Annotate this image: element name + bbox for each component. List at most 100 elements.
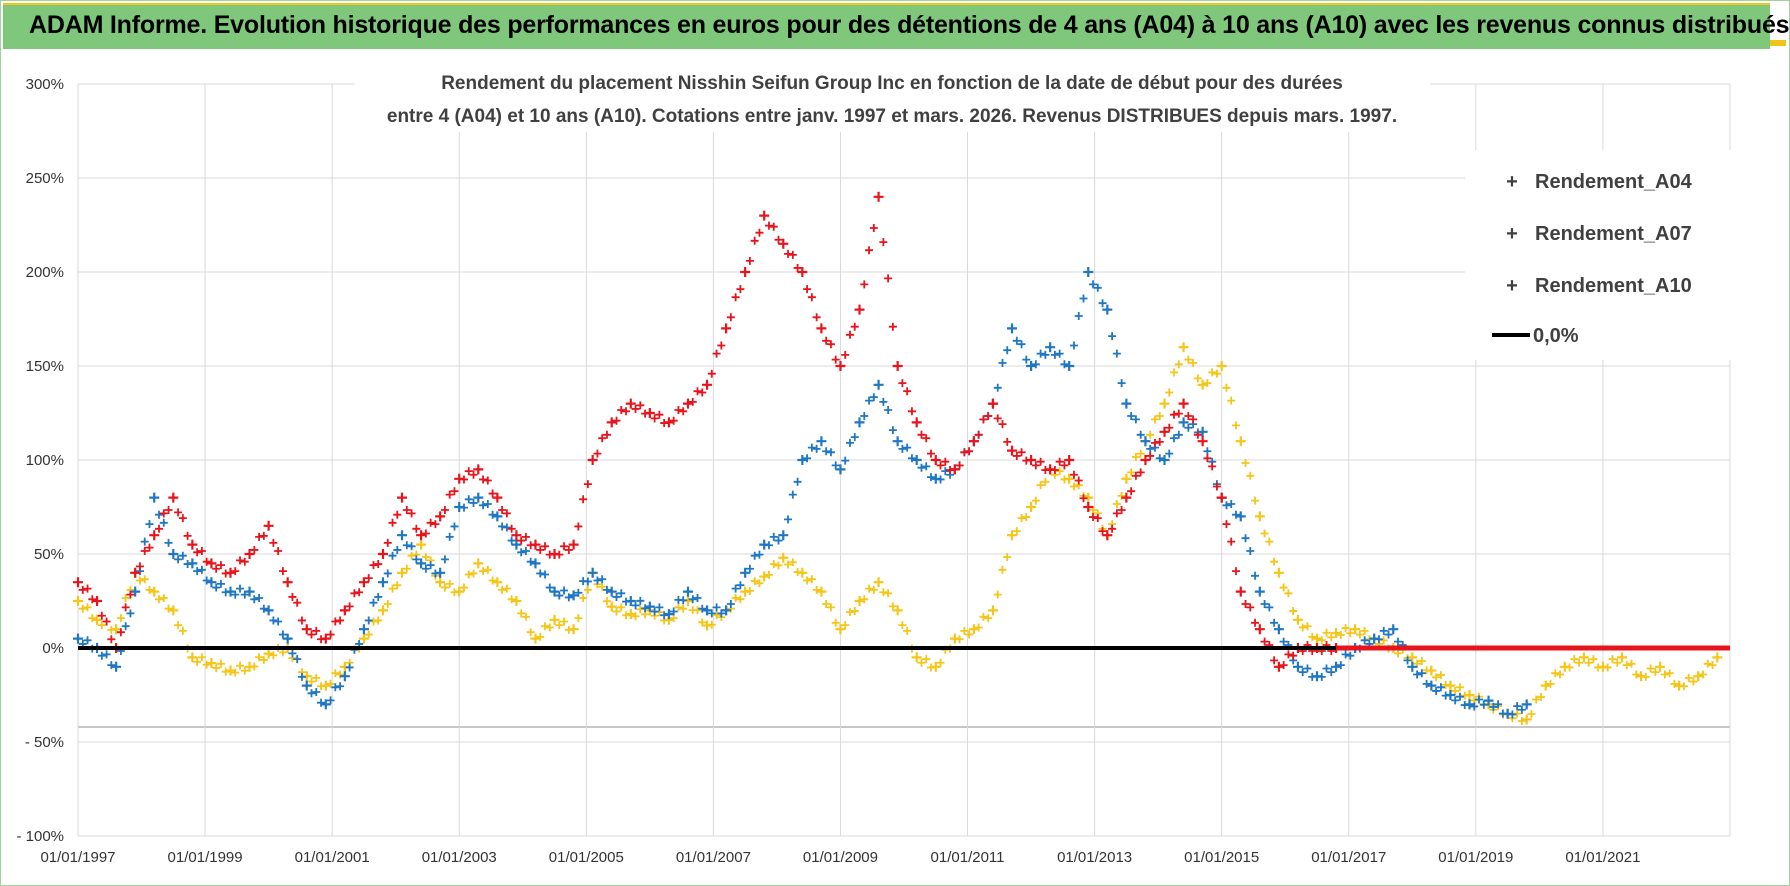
data-point-Rendement_A07 <box>1222 501 1231 510</box>
data-point-Rendement_A04 <box>536 632 545 641</box>
data-point-Rendement_A07 <box>587 567 598 578</box>
data-point-Rendement_A04 <box>1603 663 1612 672</box>
data-point-Rendement_A04 <box>965 630 974 639</box>
data-point-Rendement_A04 <box>869 585 878 594</box>
x-tick-label: 01/01/2003 <box>422 849 497 866</box>
data-point-Rendement_A10 <box>197 547 206 555</box>
data-point-Rendement_A10 <box>560 542 569 551</box>
data-point-Rendement_A10 <box>502 509 511 518</box>
data-point-Rendement_A07 <box>750 551 759 560</box>
data-point-Rendement_A10 <box>835 361 846 371</box>
data-point-Rendement_A04 <box>402 564 411 573</box>
data-point-Rendement_A10 <box>631 404 640 413</box>
data-point-Rendement_A10 <box>1055 457 1064 466</box>
data-point-Rendement_A10 <box>841 350 850 359</box>
data-point-Rendement_A07 <box>364 616 373 625</box>
data-point-Rendement_A07 <box>193 567 202 576</box>
data-point-Rendement_A04 <box>865 584 874 593</box>
data-point-Rendement_A10 <box>450 487 459 496</box>
data-point-Rendement_A07 <box>1374 635 1383 644</box>
data-point-Rendement_A07 <box>1083 267 1094 277</box>
data-point-Rendement_A04 <box>145 585 154 594</box>
data-point-Rendement_A04 <box>679 604 688 613</box>
data-point-Rendement_A04 <box>769 560 778 569</box>
data-point-Rendement_A07 <box>788 490 797 499</box>
data-point-Rendement_A04 <box>1203 379 1212 388</box>
x-tick-label: 01/01/2019 <box>1438 849 1513 866</box>
data-point-Rendement_A07 <box>1112 349 1121 358</box>
data-point-Rendement_A04 <box>1012 527 1021 536</box>
data-point-Rendement_A07 <box>358 624 369 635</box>
data-point-Rendement_A10 <box>1279 661 1288 670</box>
data-point-Rendement_A07 <box>1464 699 1475 710</box>
data-point-Rendement_A07 <box>225 586 236 597</box>
data-point-Rendement_A10 <box>612 416 621 425</box>
data-point-Rendement_A04 <box>483 565 492 574</box>
data-point-Rendement_A07 <box>606 586 617 597</box>
data-point-Rendement_A07 <box>393 545 402 554</box>
data-point-Rendement_A04 <box>1136 449 1145 458</box>
data-point-Rendement_A07 <box>993 383 1002 392</box>
data-point-Rendement_A04 <box>1556 670 1565 679</box>
data-point-Rendement_A10 <box>1216 492 1227 503</box>
data-point-Rendement_A04 <box>826 603 835 612</box>
x-tick-label: 01/01/1999 <box>168 849 243 866</box>
data-point-Rendement_A07 <box>1273 624 1284 635</box>
data-point-Rendement_A07 <box>1108 332 1117 341</box>
data-point-Rendement_A10 <box>1031 461 1040 470</box>
data-point-Rendement_A10 <box>974 430 983 439</box>
data-point-Rendement_A10 <box>412 524 421 533</box>
data-point-Rendement_A07 <box>688 595 697 604</box>
data-point-Rendement_A10 <box>1174 409 1183 418</box>
data-point-Rendement_A07 <box>873 379 884 390</box>
data-point-Rendement_A10 <box>459 475 468 484</box>
data-point-Rendement_A04 <box>1565 663 1574 672</box>
data-point-Rendement_A04 <box>1445 680 1456 691</box>
data-point-Rendement_A07 <box>669 607 678 616</box>
data-point-Rendement_A04 <box>197 653 206 662</box>
data-point-Rendement_A04 <box>606 601 617 612</box>
data-point-Rendement_A04 <box>1231 421 1240 430</box>
corner-accent <box>1770 40 1786 46</box>
x-tick-label: 01/01/2021 <box>1565 849 1640 866</box>
data-point-Rendement_A04 <box>377 605 388 616</box>
data-point-Rendement_A04 <box>917 658 926 667</box>
data-point-Rendement_A04 <box>622 611 631 620</box>
data-point-Rendement_A04 <box>1589 655 1598 664</box>
data-point-Rendement_A07 <box>336 682 345 691</box>
data-point-Rendement_A10 <box>259 531 268 540</box>
data-point-Rendement_A10 <box>688 397 697 406</box>
data-point-Rendement_A10 <box>655 410 664 419</box>
data-point-Rendement_A10 <box>816 323 827 334</box>
data-point-Rendement_A07 <box>784 515 793 524</box>
data-point-Rendement_A04 <box>911 652 922 663</box>
data-point-Rendement_A07 <box>511 539 522 550</box>
data-point-Rendement_A10 <box>1273 661 1284 672</box>
data-point-Rendement_A04 <box>1121 473 1132 484</box>
data-point-Rendement_A07 <box>521 547 530 555</box>
data-point-Rendement_A07 <box>269 616 278 625</box>
data-point-Rendement_A04 <box>1193 374 1202 383</box>
data-point-Rendement_A07 <box>679 596 688 605</box>
data-point-Rendement_A07 <box>644 601 655 612</box>
data-point-Rendement_A04 <box>1646 664 1655 673</box>
data-point-Rendement_A07 <box>1517 705 1526 714</box>
data-point-Rendement_A04 <box>116 614 125 623</box>
data-point-Rendement_A10 <box>965 447 974 456</box>
data-point-Rendement_A10 <box>236 556 245 565</box>
data-point-Rendement_A07 <box>1098 299 1107 308</box>
data-point-Rendement_A07 <box>1093 283 1102 292</box>
data-point-Rendement_A04 <box>1536 693 1545 702</box>
data-point-Rendement_A07 <box>301 680 312 691</box>
data-point-Rendement_A07 <box>320 699 331 710</box>
data-point-Rendement_A10 <box>960 448 969 457</box>
data-point-Rendement_A07 <box>212 583 221 592</box>
data-point-Rendement_A04 <box>231 668 240 677</box>
data-point-Rendement_A04 <box>1379 636 1388 645</box>
data-point-Rendement_A07 <box>159 518 168 527</box>
data-point-Rendement_A07 <box>1436 683 1445 692</box>
legend: + Rendement_A04 + Rendement_A07 + Rendem… <box>1465 150 1740 360</box>
data-point-Rendement_A10 <box>383 538 392 547</box>
data-point-Rendement_A04 <box>731 594 740 602</box>
data-point-Rendement_A04 <box>73 596 83 606</box>
